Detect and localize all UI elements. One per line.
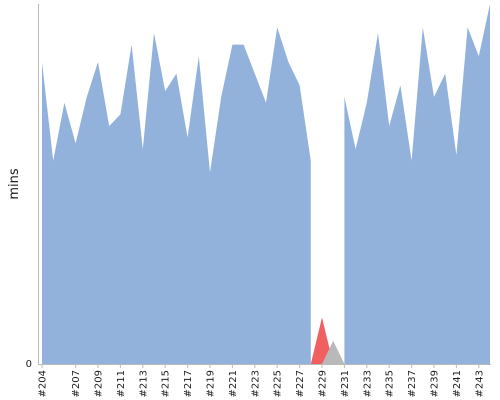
x-tick-label: #227	[295, 370, 306, 397]
x-tick-label: #229	[318, 370, 329, 397]
x-tick-label: #233	[362, 370, 373, 397]
y-tick-label: 0	[26, 359, 32, 370]
x-tick-label: #223	[250, 370, 261, 397]
x-tick-label: #221	[228, 370, 239, 397]
x-tick-label: #243	[474, 370, 485, 397]
area-success-0	[42, 27, 311, 364]
y-axis-title: mins	[7, 168, 22, 200]
x-tick-label: #213	[138, 370, 149, 397]
x-axis-ticks: #204 #207 #209 #211 #213 #215 #217 #219 #221 #223…	[38, 364, 485, 397]
x-tick-label: #231	[340, 370, 351, 397]
y-axis-ticks: 0	[26, 359, 32, 370]
x-tick-label: #204	[38, 370, 49, 397]
plot-areas	[42, 4, 490, 364]
x-tick-label: #235	[385, 370, 396, 397]
x-tick-label: #237	[407, 370, 418, 397]
x-tick-label: #209	[94, 370, 105, 397]
x-tick-label: #225	[273, 370, 284, 397]
x-tick-label: #219	[206, 370, 217, 397]
area-success-1	[344, 4, 490, 364]
x-tick-label: #207	[71, 370, 82, 397]
x-tick-label: #241	[452, 370, 463, 397]
x-tick-label: #215	[161, 370, 172, 397]
x-tick-label: #217	[183, 370, 194, 397]
x-tick-label: #239	[430, 370, 441, 397]
x-tick-label: #211	[116, 370, 127, 397]
